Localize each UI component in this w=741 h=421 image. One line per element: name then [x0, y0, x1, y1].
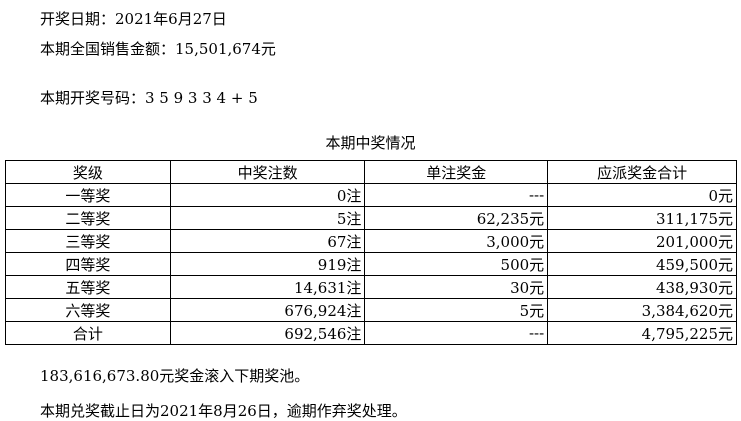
table-cell: 0注 [169, 183, 366, 207]
table-cell: 四等奖 [5, 252, 171, 276]
winning-numbers: 本期开奖号码：3 5 9 3 3 4 + 5 [40, 89, 258, 107]
table-cell: 919注 [169, 252, 366, 276]
table-cell: 311,175元 [547, 206, 737, 230]
table-cell: --- [364, 183, 549, 207]
table-cell: 合计 [5, 321, 171, 345]
table-row: 二等奖 5注 62,235元 311,175元 [5, 206, 737, 230]
draw-date: 开奖日期：2021年6月27日 [40, 10, 227, 28]
table-cell: 0元 [547, 183, 737, 207]
table-row: 六等奖 676,924注 5元 3,384,620元 [5, 298, 737, 322]
table-cell: 五等奖 [5, 275, 171, 299]
table-row: 一等奖 0注 --- 0元 [5, 183, 737, 207]
header-cell: 应派奖金合计 [547, 160, 737, 184]
table-row: 三等奖 67注 3,000元 201,000元 [5, 229, 737, 253]
table-row: 四等奖 919注 500元 459,500元 [5, 252, 737, 276]
table-cell: 676,924注 [169, 298, 366, 322]
table-cell: 692,546注 [169, 321, 366, 345]
table-cell: 5注 [169, 206, 366, 230]
claim-deadline: 本期兑奖截止日为2021年8月26日，逾期作弃奖处理。 [40, 402, 407, 420]
table-cell: 67注 [169, 229, 366, 253]
table-row: 五等奖 14,631注 30元 438,930元 [5, 275, 737, 299]
table-cell: 3,384,620元 [547, 298, 737, 322]
prize-table: 奖级 中奖注数 单注奖金 应派奖金合计 一等奖 0注 --- 0元 二等奖 5注 62,23… [5, 160, 737, 345]
sales-amount: 本期全国销售金额：15,501,674元 [40, 40, 276, 58]
header-cell: 单注奖金 [364, 160, 549, 184]
table-cell: 438,930元 [547, 275, 737, 299]
header-cell: 奖级 [5, 160, 171, 184]
table-cell: 3,000元 [364, 229, 549, 253]
table-cell: 14,631注 [169, 275, 366, 299]
table-cell: 459,500元 [547, 252, 737, 276]
table-cell: 一等奖 [5, 183, 171, 207]
table-cell: 62,235元 [364, 206, 549, 230]
table-cell: 201,000元 [547, 229, 737, 253]
table-cell: 500元 [364, 252, 549, 276]
table-cell: 30元 [364, 275, 549, 299]
table-cell: 4,795,225元 [547, 321, 737, 345]
table-row: 合计 692,546注 --- 4,795,225元 [5, 321, 737, 345]
pool-rollover: 183,616,673.80元奖金滚入下期奖池。 [40, 367, 310, 385]
table-cell: 三等奖 [5, 229, 171, 253]
header-cell: 中奖注数 [169, 160, 366, 184]
table-cell: 5元 [364, 298, 549, 322]
table-title: 本期中奖情况 [325, 134, 416, 152]
table-header: 奖级 中奖注数 单注奖金 应派奖金合计 [5, 160, 737, 184]
table-cell: 二等奖 [5, 206, 171, 230]
table-cell: --- [364, 321, 549, 345]
table-cell: 六等奖 [5, 298, 171, 322]
